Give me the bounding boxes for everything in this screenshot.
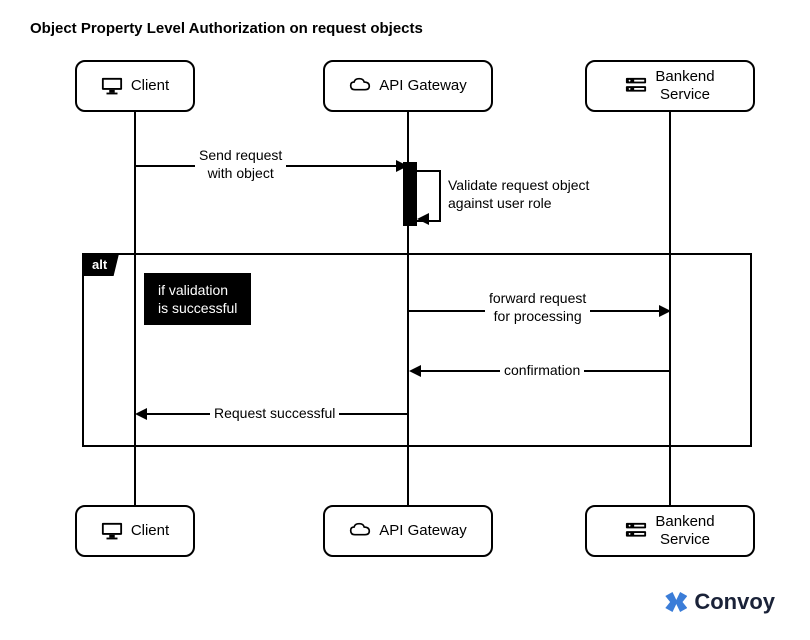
- participant-label: Client: [131, 77, 169, 95]
- msg-send-request: Send request with object: [195, 147, 286, 182]
- participant-client-top: Client: [75, 60, 195, 112]
- cloud-icon: [349, 77, 371, 95]
- participant-gateway-top: API Gateway: [323, 60, 493, 112]
- cloud-icon: [349, 522, 371, 540]
- server-icon: [625, 522, 647, 540]
- arrowhead: [135, 408, 147, 420]
- participant-gateway-bottom: API Gateway: [323, 505, 493, 557]
- convoy-logo: Convoy: [664, 589, 775, 615]
- arrowhead: [409, 365, 421, 377]
- participant-label: Bankend Service: [655, 68, 714, 104]
- participant-label: API Gateway: [379, 522, 467, 540]
- convoy-logo-text: Convoy: [694, 589, 775, 615]
- monitor-icon: [101, 522, 123, 540]
- participant-label: API Gateway: [379, 77, 467, 95]
- msg-successful: Request successful: [210, 405, 339, 423]
- server-icon: [625, 77, 647, 95]
- alt-condition: if validation is successful: [144, 273, 251, 325]
- participant-backend-top: Bankend Service: [585, 60, 755, 112]
- participant-label: Bankend Service: [655, 513, 714, 549]
- arrowhead: [659, 305, 671, 317]
- msg-validate: Validate request object against user rol…: [444, 177, 593, 212]
- convoy-logo-icon: [664, 590, 688, 614]
- participant-backend-bottom: Bankend Service: [585, 505, 755, 557]
- msg-confirmation: confirmation: [500, 362, 584, 380]
- sequence-diagram: Object Property Level Authorization on r…: [0, 0, 810, 640]
- monitor-icon: [101, 77, 123, 95]
- participant-client-bottom: Client: [75, 505, 195, 557]
- participant-label: Client: [131, 522, 169, 540]
- arrowhead: [417, 213, 429, 225]
- activation-gateway: [403, 162, 417, 226]
- diagram-title: Object Property Level Authorization on r…: [30, 20, 423, 37]
- alt-tag: alt: [82, 253, 119, 276]
- msg-forward: forward request for processing: [485, 290, 590, 325]
